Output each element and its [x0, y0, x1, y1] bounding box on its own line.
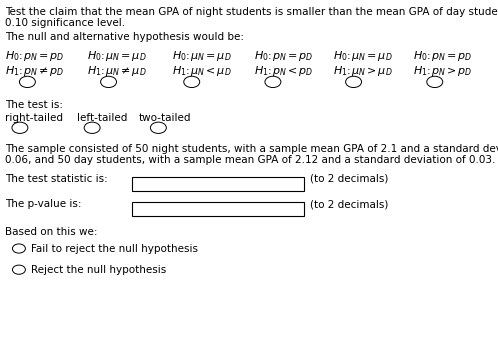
FancyBboxPatch shape [132, 202, 304, 216]
Text: right-tailed: right-tailed [5, 113, 63, 123]
Text: $H_1\!:\!p_N \neq p_D$: $H_1\!:\!p_N \neq p_D$ [5, 64, 65, 78]
Text: left-tailed: left-tailed [77, 113, 127, 123]
Text: (to 2 decimals): (to 2 decimals) [310, 174, 388, 184]
Text: The sample consisted of 50 night students, with a sample mean GPA of 2.1 and a s: The sample consisted of 50 night student… [5, 144, 498, 154]
Text: Based on this we:: Based on this we: [5, 227, 98, 237]
Text: $H_0\!:\!p_N = p_D$: $H_0\!:\!p_N = p_D$ [413, 49, 473, 63]
Text: 0.06, and 50 day students, with a sample mean GPA of 2.12 and a standard deviati: 0.06, and 50 day students, with a sample… [5, 155, 496, 164]
Text: $H_1\!:\!\mu_N \neq \mu_D$: $H_1\!:\!\mu_N \neq \mu_D$ [87, 64, 147, 78]
Text: $H_0\!:\!\mu_N = \mu_D$: $H_0\!:\!\mu_N = \mu_D$ [333, 49, 392, 63]
Text: The p-value is:: The p-value is: [5, 199, 82, 209]
Text: Reject the null hypothesis: Reject the null hypothesis [31, 265, 166, 275]
Text: Fail to reject the null hypothesis: Fail to reject the null hypothesis [31, 244, 198, 254]
Text: Test the claim that the mean GPA of night students is smaller than the mean GPA : Test the claim that the mean GPA of nigh… [5, 7, 498, 17]
Text: $H_1\!:\!\mu_N < \mu_D$: $H_1\!:\!\mu_N < \mu_D$ [172, 64, 232, 78]
Text: $H_1\!:\!\mu_N > \mu_D$: $H_1\!:\!\mu_N > \mu_D$ [333, 64, 392, 78]
Text: $H_1\!:\!p_N > p_D$: $H_1\!:\!p_N > p_D$ [413, 64, 473, 78]
Text: $H_0\!:\!p_N = p_D$: $H_0\!:\!p_N = p_D$ [5, 49, 65, 63]
Text: two-tailed: two-tailed [138, 113, 191, 123]
Text: (to 2 decimals): (to 2 decimals) [310, 199, 388, 209]
Text: $H_0\!:\!\mu_N = \mu_D$: $H_0\!:\!\mu_N = \mu_D$ [172, 49, 232, 63]
Text: The test is:: The test is: [5, 100, 63, 109]
Text: $H_0\!:\!\mu_N = \mu_D$: $H_0\!:\!\mu_N = \mu_D$ [87, 49, 147, 63]
Text: 0.10 significance level.: 0.10 significance level. [5, 18, 125, 28]
Text: The null and alternative hypothesis would be:: The null and alternative hypothesis woul… [5, 32, 244, 42]
FancyBboxPatch shape [132, 176, 304, 191]
Text: $H_0\!:\!p_N = p_D$: $H_0\!:\!p_N = p_D$ [254, 49, 314, 63]
Text: $H_1\!:\!p_N < p_D$: $H_1\!:\!p_N < p_D$ [254, 64, 314, 78]
Text: The test statistic is:: The test statistic is: [5, 174, 108, 184]
